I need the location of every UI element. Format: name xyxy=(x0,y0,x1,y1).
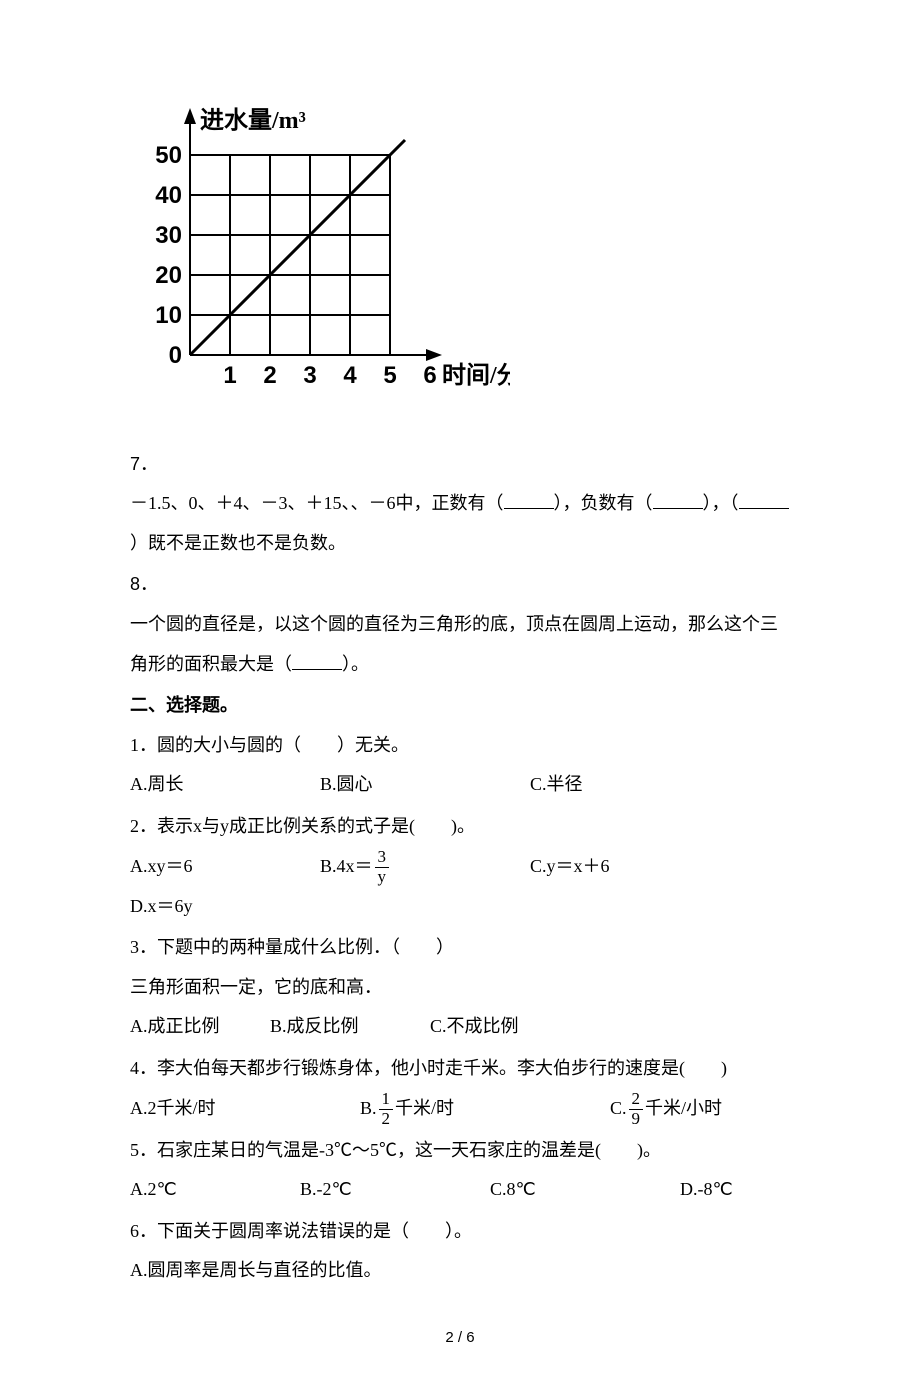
svg-text:30: 30 xyxy=(155,222,182,249)
blank-input[interactable] xyxy=(739,488,789,510)
choice-q3: 3．下题中的两种量成什么比例．（ ） 三角形面积一定，它的底和高． A.成正比例… xyxy=(130,928,790,1047)
option-c[interactable]: C.29千米/小时 xyxy=(610,1089,722,1129)
q3-options: A.成正比例 B.成反比例 C.不成比例 xyxy=(130,1007,790,1047)
water-inflow-chart: 进水量/m³ 50 40 30 20 10 0 xyxy=(130,100,510,420)
choice-q6: 6．下面关于圆周率说法错误的是（ ）。 A.圆周率是周长与直径的比值。 xyxy=(130,1212,790,1291)
choice-q5: 5．石家庄某日的气温是-3℃～5℃，这一天石家庄的温差是( )。 A.2℃ B.… xyxy=(130,1131,790,1210)
choice-q1: 1．圆的大小与圆的（ ）无关。 A.周长 B.圆心 C.半径 xyxy=(130,726,790,805)
option-a[interactable]: A.圆周率是周长与直径的比值。 xyxy=(130,1251,790,1291)
option-b[interactable]: B.4x＝3y xyxy=(320,847,490,887)
x-ticks: 1 2 3 4 5 6 xyxy=(223,362,436,389)
option-a[interactable]: A.xy＝6 xyxy=(130,847,280,887)
fraction: 3y xyxy=(375,848,390,886)
q3-stem-2: 三角形面积一定，它的底和高． xyxy=(130,968,790,1008)
chart-line xyxy=(190,140,405,355)
q8-text: 一个圆的直径是，以这个圆的直径为三角形的底，顶点在圆周上运动，那么这个三角形的面… xyxy=(130,605,790,684)
q5-options: A.2℃ B.-2℃ C.8℃ D.-8℃ xyxy=(130,1170,790,1210)
option-c[interactable]: C.半径 xyxy=(530,765,583,805)
q7-number: 7． xyxy=(130,445,790,485)
q4-stem: 4．李大伯每天都步行锻炼身体，他小时走千米。李大伯步行的速度是( ) xyxy=(130,1049,790,1089)
section-2-title: 二、选择题。 xyxy=(130,686,790,726)
fraction: 29 xyxy=(629,1090,644,1128)
svg-text:1: 1 xyxy=(223,362,236,389)
question-8: 8． 一个圆的直径是，以这个圆的直径为三角形的底，顶点在圆周上运动，那么这个三角… xyxy=(130,565,790,684)
svg-text:4: 4 xyxy=(343,362,357,389)
q1-options: A.周长 B.圆心 C.半径 xyxy=(130,765,790,805)
svg-text:40: 40 xyxy=(155,182,182,209)
svg-text:20: 20 xyxy=(155,262,182,289)
y-axis-label: 进水量/m³ xyxy=(200,107,306,134)
option-d[interactable]: D.-8℃ xyxy=(680,1170,733,1210)
fraction: 12 xyxy=(379,1090,394,1128)
x-axis-label: 时间/分 xyxy=(442,362,510,389)
svg-text:6: 6 xyxy=(423,362,436,389)
choice-q4: 4．李大伯每天都步行锻炼身体，他小时走千米。李大伯步行的速度是( ) A.2千米… xyxy=(130,1049,790,1129)
option-a[interactable]: A.2℃ xyxy=(130,1170,260,1210)
page-number: 2 / 6 xyxy=(130,1321,790,1354)
q4-options: A.2千米/时 B.12千米/时 C.29千米/小时 xyxy=(130,1089,790,1129)
svg-text:3: 3 xyxy=(303,362,316,389)
option-a[interactable]: A.2千米/时 xyxy=(130,1089,320,1129)
svg-text:50: 50 xyxy=(155,142,182,169)
option-b[interactable]: B.-2℃ xyxy=(300,1170,450,1210)
question-7: 7． －1.5、0、＋4、－3、＋15、、－6中，正数有（），负数有（），（）既… xyxy=(130,445,790,564)
option-b[interactable]: B.成反比例 xyxy=(270,1007,420,1047)
q2-options: A.xy＝6 B.4x＝3y C.y＝x＋6 D.x＝6y xyxy=(130,847,790,927)
svg-text:5: 5 xyxy=(383,362,396,389)
option-c[interactable]: C.y＝x＋6 xyxy=(530,847,680,887)
y-arrow xyxy=(184,108,196,124)
q5-stem: 5．石家庄某日的气温是-3℃～5℃，这一天石家庄的温差是( )。 xyxy=(130,1131,790,1171)
choice-q2: 2．表示x与y成正比例关系的式子是( )。 A.xy＝6 B.4x＝3y C.y… xyxy=(130,807,790,926)
svg-text:0: 0 xyxy=(169,342,182,369)
y-ticks: 50 40 30 20 10 0 xyxy=(155,142,182,369)
option-d[interactable]: D.x＝6y xyxy=(130,887,193,927)
blank-input[interactable] xyxy=(292,648,342,670)
option-a[interactable]: A.成正比例 xyxy=(130,1007,260,1047)
q1-stem: 1．圆的大小与圆的（ ）无关。 xyxy=(130,726,790,766)
option-b[interactable]: B.圆心 xyxy=(320,765,490,805)
q8-number: 8． xyxy=(130,565,790,605)
x-arrow xyxy=(426,349,442,361)
svg-text:10: 10 xyxy=(155,302,182,329)
chart-figure: 进水量/m³ 50 40 30 20 10 0 xyxy=(130,100,790,435)
option-c[interactable]: C.不成比例 xyxy=(430,1007,519,1047)
q6-stem: 6．下面关于圆周率说法错误的是（ ）。 xyxy=(130,1212,790,1252)
option-b[interactable]: B.12千米/时 xyxy=(360,1089,570,1129)
q2-stem: 2．表示x与y成正比例关系的式子是( )。 xyxy=(130,807,790,847)
option-c[interactable]: C.8℃ xyxy=(490,1170,640,1210)
svg-text:2: 2 xyxy=(263,362,276,389)
blank-input[interactable] xyxy=(504,488,554,510)
q7-text: －1.5、0、＋4、－3、＋15、、－6中，正数有（），负数有（），（）既不是正… xyxy=(130,484,790,563)
option-a[interactable]: A.周长 xyxy=(130,765,280,805)
q3-stem-1: 3．下题中的两种量成什么比例．（ ） xyxy=(130,928,790,968)
blank-input[interactable] xyxy=(653,488,703,510)
